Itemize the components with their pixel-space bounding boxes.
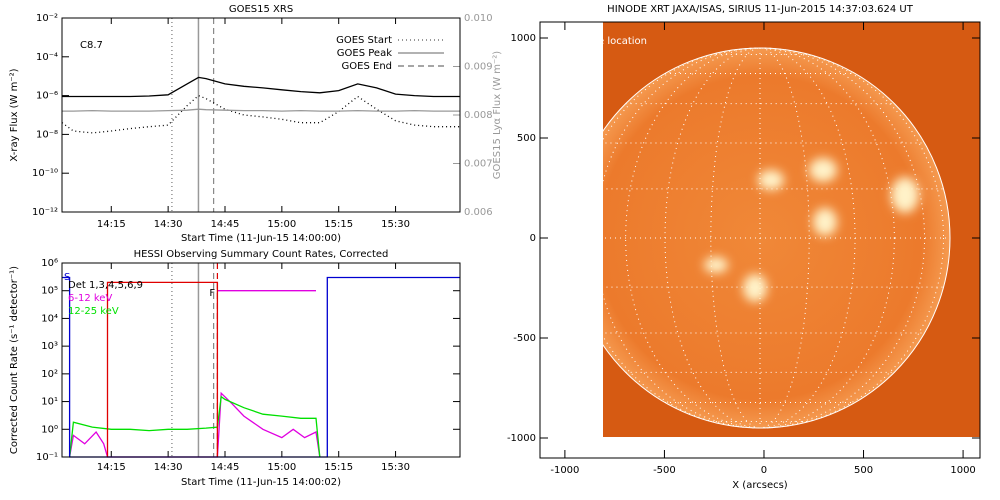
legend-label: GOES Start — [336, 35, 392, 46]
y-tick-label: -500 — [513, 333, 536, 344]
annotation: C8.7 — [80, 40, 103, 51]
y-tick-label: 10⁻⁸ — [36, 129, 58, 140]
y-tick-label: 0 — [530, 233, 536, 244]
chart-title: GOES15 XRS — [229, 4, 293, 15]
series-line — [62, 276, 460, 458]
series-line — [61, 94, 460, 134]
x-tick-label: 15:00 — [267, 462, 296, 473]
x-tick-label: 15:15 — [324, 219, 353, 230]
legend-label: 6-12 keV — [68, 293, 112, 304]
series-line — [106, 281, 219, 457]
y-tick-label: 10⁶ — [41, 258, 58, 269]
y-tick-label: 500 — [517, 133, 536, 144]
x-tick-label: 0 — [761, 465, 767, 476]
coordinate-grid — [603, 47, 950, 429]
legend-label: GOES End — [342, 61, 392, 72]
chart-title: HINODE XRT JAXA/ISAS, SIRIUS 11-Jun-2015… — [607, 4, 914, 15]
x-axis-label: Start Time (11-Jun-15 14:00:02) — [181, 477, 341, 488]
y-tick-label: -1000 — [507, 433, 536, 444]
y2-tick-label: 0.007 — [464, 159, 493, 170]
y2-tick-label: 0.009 — [464, 62, 493, 73]
x-tick-label: 14:15 — [97, 219, 126, 230]
legend-label: GOES Peak — [337, 48, 392, 59]
plot-frame — [61, 17, 461, 213]
solar-image — [603, 22, 980, 437]
legend-title: Det 1,3,4,5,6,9 — [68, 280, 143, 291]
y-tick-label: 10⁵ — [41, 286, 58, 297]
y2-axis-label: GOES15 Lyα Flux (W m⁻²) — [492, 51, 503, 179]
plot-frame — [61, 262, 461, 458]
x-axis-label: X (arcsecs) — [732, 480, 788, 491]
longitude-line — [664, 47, 856, 429]
y-axis-label: Corrected Count Rate (s⁻¹ detector⁻¹) — [9, 266, 20, 454]
x-tick-label: 1000 — [950, 465, 975, 476]
x-tick-label: 15:15 — [324, 462, 353, 473]
series-line — [62, 108, 460, 112]
x-axis-label: Start Time (11-Jun-15 14:00:00) — [181, 233, 341, 244]
x-tick-label: 500 — [854, 465, 873, 476]
x-tick-label: -500 — [653, 465, 676, 476]
series-line — [62, 76, 460, 98]
y2-tick-label: 0.008 — [464, 110, 493, 121]
legend-label: 12-25 keV — [68, 306, 119, 317]
y-tick-label: 10⁻¹⁰ — [32, 168, 58, 179]
x-tick-label: 14:30 — [154, 462, 183, 473]
y-tick-label: 10⁰ — [41, 424, 58, 435]
y-tick-label: 10⁻¹ — [36, 452, 58, 463]
y-tick-label: 10³ — [41, 341, 58, 352]
x-tick-label: 15:30 — [381, 219, 410, 230]
x-tick-label: -1000 — [550, 465, 579, 476]
x-tick-label: 14:30 — [154, 219, 183, 230]
y-axis-label: X-ray Flux (W m⁻²) — [9, 68, 20, 161]
series-line — [68, 391, 321, 458]
flag-label: F — [209, 288, 215, 299]
x-tick-label: 14:45 — [211, 219, 240, 230]
y-tick-label: 10² — [41, 369, 58, 380]
flag-label: S — [64, 272, 70, 283]
chart-title: HESSI Observing Summary Count Rates, Cor… — [134, 249, 389, 260]
x-tick-label: 15:00 — [267, 219, 296, 230]
y-tick-label: 1000 — [511, 33, 536, 44]
x-tick-label: 14:15 — [97, 462, 126, 473]
y-tick-label: 10⁻¹² — [32, 207, 58, 218]
x-tick-label: 14:45 — [211, 462, 240, 473]
y-tick-label: 10¹ — [41, 397, 58, 408]
y2-tick-label: 0.006 — [464, 207, 493, 218]
active-regions — [704, 158, 919, 302]
y-tick-label: 10⁻⁴ — [36, 52, 58, 63]
plot-frame — [539, 21, 981, 459]
x-tick-label: 15:30 — [381, 462, 410, 473]
y-tick-label: 10⁴ — [41, 313, 58, 324]
annotation: e location — [598, 36, 647, 47]
y2-tick-label: 0.010 — [464, 13, 493, 24]
y-tick-label: 10⁻² — [36, 13, 58, 24]
y-tick-label: 10⁻⁶ — [36, 91, 58, 102]
